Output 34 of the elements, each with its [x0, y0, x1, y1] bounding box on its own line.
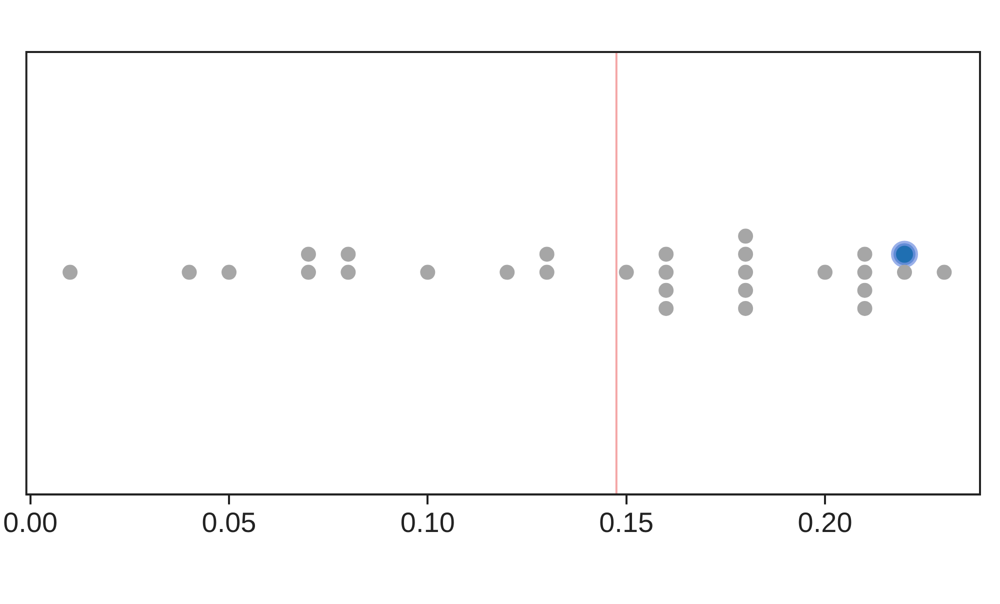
point — [936, 264, 952, 280]
point — [420, 264, 436, 280]
point — [857, 264, 872, 280]
x-tick-label: 0.15 — [599, 506, 654, 538]
point — [500, 264, 515, 280]
point — [658, 282, 674, 298]
point — [300, 264, 316, 280]
point — [738, 228, 754, 244]
point — [340, 246, 356, 262]
point — [891, 240, 918, 268]
x-tick-label: 0.05 — [202, 506, 256, 538]
point — [857, 282, 872, 298]
x-tick-label: 0.00 — [3, 506, 58, 538]
point — [738, 246, 754, 262]
point — [62, 264, 78, 280]
point — [738, 264, 754, 280]
point — [658, 246, 674, 262]
point — [300, 246, 316, 262]
point — [182, 264, 197, 280]
point — [658, 264, 674, 280]
point — [738, 300, 754, 316]
point — [857, 300, 872, 316]
x-tick-label: 0.20 — [798, 506, 852, 538]
point — [658, 300, 674, 316]
point — [340, 264, 356, 280]
x-tick-label: 0.10 — [400, 506, 455, 538]
point — [618, 264, 634, 280]
point — [539, 264, 554, 280]
point — [897, 264, 912, 280]
point — [818, 264, 833, 280]
point — [738, 282, 754, 298]
point — [857, 246, 872, 262]
point — [222, 264, 237, 280]
point — [539, 246, 554, 262]
